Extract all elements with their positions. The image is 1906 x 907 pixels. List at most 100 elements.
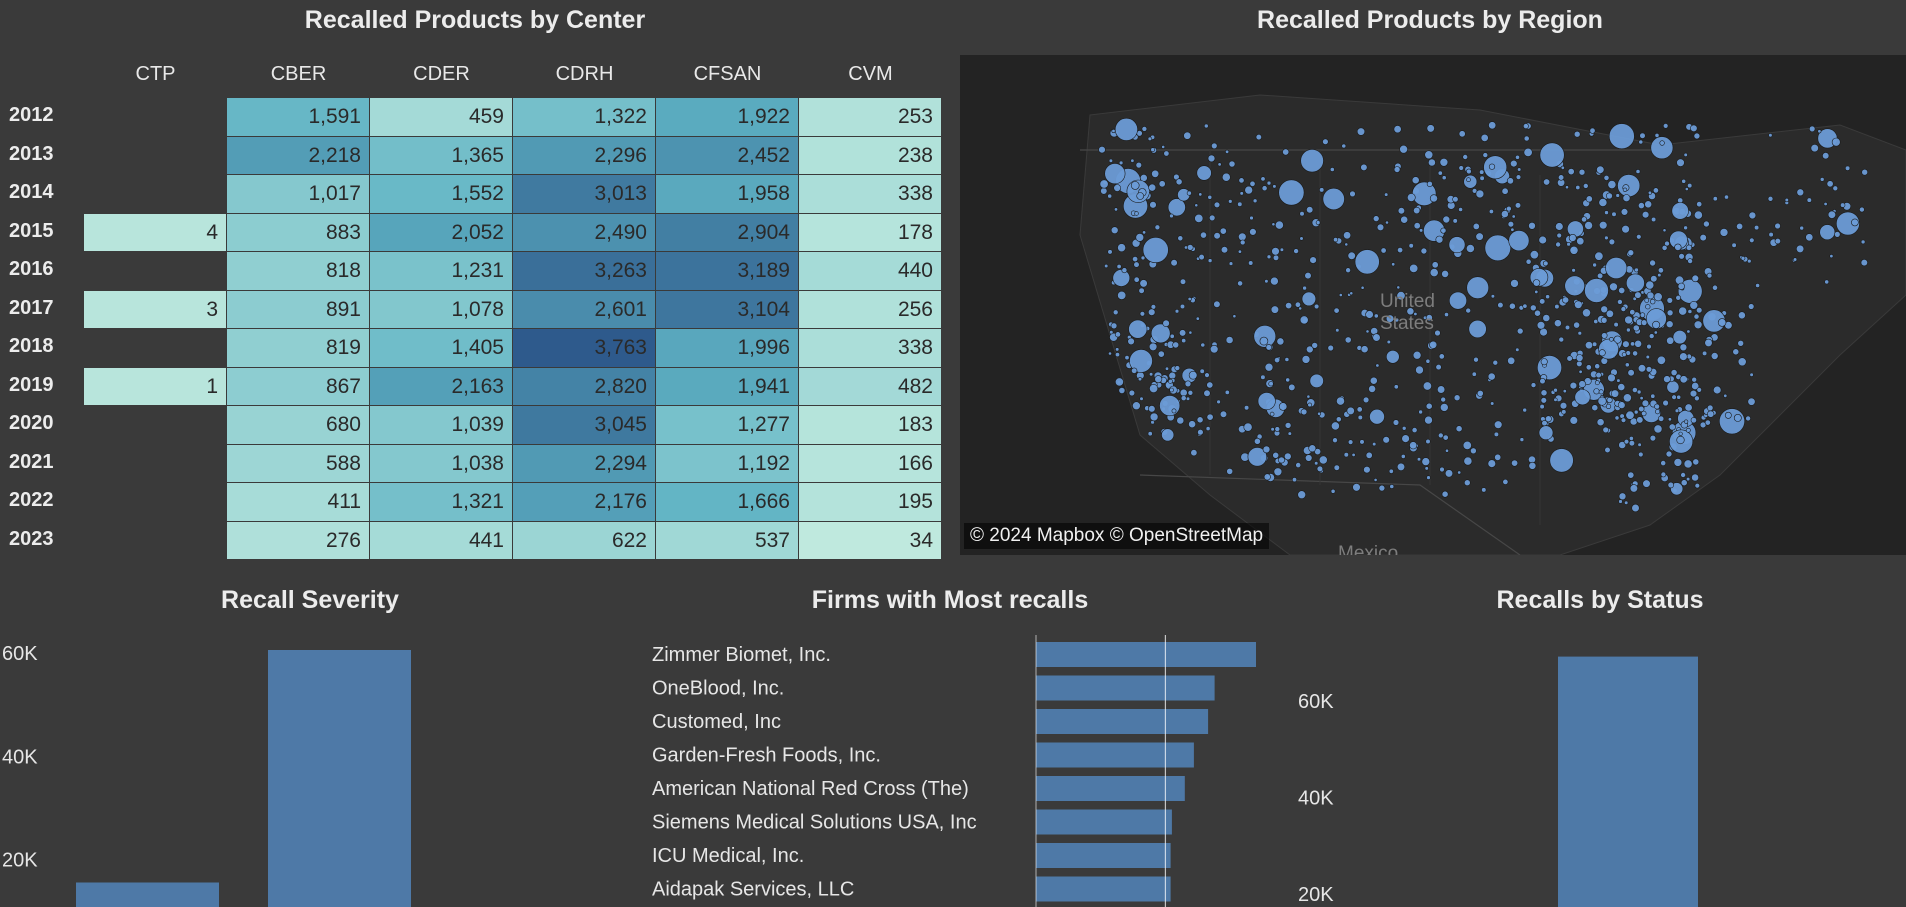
map-recall-dot[interactable] [1723,393,1728,398]
map-recall-dot[interactable] [1200,342,1206,348]
map-recall-dot[interactable] [1401,434,1410,443]
map-recall-dot[interactable] [1678,253,1685,260]
map-recall-dot[interactable] [1388,468,1394,474]
map-recall-dot[interactable] [1278,179,1305,206]
map-recall-dot[interactable] [1665,320,1674,329]
map-recall-dot[interactable] [1613,322,1619,328]
heat-cell[interactable]: 1,277 [656,406,798,444]
map-recall-dot[interactable] [1209,214,1216,222]
map-recall-dot[interactable] [1652,320,1661,329]
map-recall-dot[interactable] [1322,187,1345,211]
map-recall-dot[interactable] [1255,133,1262,141]
map-recall-dot[interactable] [1270,427,1275,432]
map-recall-dot[interactable] [1644,200,1653,209]
map-recall-dot[interactable] [1745,415,1751,422]
map-recall-dot[interactable] [1690,417,1697,424]
map-recall-dot[interactable] [1149,201,1157,209]
heat-cell[interactable]: 818 [227,252,369,290]
map-recall-dot[interactable] [1135,161,1143,169]
map-recall-dot[interactable] [1429,194,1438,203]
map-recall-dot[interactable] [1824,279,1830,285]
heat-cell[interactable]: 440 [799,252,941,290]
map-recall-dot[interactable] [1542,314,1551,322]
map-recall-dot[interactable] [1111,129,1116,134]
heat-cell[interactable]: 1,405 [370,329,512,367]
map-recall-dot[interactable] [1645,366,1653,373]
map-recall-dot[interactable] [1767,196,1774,202]
map-recall-dot[interactable] [1198,254,1205,261]
map-recall-dot[interactable] [1530,382,1537,388]
map-recall-dot[interactable] [1617,401,1626,409]
map-recall-dot[interactable] [1199,368,1205,374]
map-recall-dot[interactable] [1608,238,1616,246]
map-recall-dot[interactable] [1676,394,1682,400]
map-recall-dot[interactable] [1609,282,1618,292]
map-recall-dot[interactable] [1475,189,1485,199]
map-recall-dot[interactable] [1301,291,1317,307]
map-recall-dot[interactable] [1569,381,1578,390]
map-recall-dot[interactable] [1154,224,1161,231]
map-recall-dot[interactable] [1416,457,1422,462]
heat-cell[interactable]: 1 [84,367,226,405]
map-recall-dot[interactable] [1601,332,1608,339]
map-recall-dot[interactable] [1463,456,1473,466]
map-recall-dot[interactable] [1441,490,1449,498]
map-attribution[interactable]: © 2024 Mapbox © OpenStreetMap [964,523,1270,549]
map-recall-dot[interactable] [1501,187,1509,195]
map-recall-dot[interactable] [1511,459,1519,467]
map-recall-dot[interactable] [1861,168,1869,176]
map-recall-dot[interactable] [1539,378,1546,385]
map-recall-dot[interactable] [1665,450,1673,458]
map-recall-dot[interactable] [1357,414,1363,421]
map-recall-dot[interactable] [1607,373,1616,383]
map-recall-dot[interactable] [1819,224,1836,241]
map-recall-dot[interactable] [1624,362,1630,368]
map-recall-dot[interactable] [1675,295,1682,301]
map-recall-dot[interactable] [1667,417,1672,422]
map-recall-dot[interactable] [1558,336,1565,343]
map-recall-dot[interactable] [1466,168,1472,175]
map-recall-dot[interactable] [1344,242,1349,247]
map-recall-dot[interactable] [1664,240,1670,247]
map-recall-dot[interactable] [1098,145,1106,154]
map-recall-dot[interactable] [1540,389,1548,397]
map-recall-dot[interactable] [1560,165,1565,170]
map-recall-dot[interactable] [1293,248,1299,254]
map-recall-dot[interactable] [1696,201,1703,208]
map-recall-dot[interactable] [1188,330,1193,335]
map-recall-dot[interactable] [1264,279,1269,284]
map-recall-dot[interactable] [1409,263,1419,273]
map-recall-dot[interactable] [1365,310,1374,319]
heat-cell[interactable]: 1,038 [370,444,512,482]
heat-cell[interactable]: 441 [370,521,512,559]
map-recall-dot[interactable] [1452,218,1458,224]
map-recall-dot[interactable] [1507,356,1516,365]
map-recall-dot[interactable] [1717,318,1727,327]
heat-cell[interactable]: 1,666 [656,483,798,521]
map-recall-dot[interactable] [1668,423,1676,431]
map-recall-dot[interactable] [1662,123,1669,129]
firm-bar[interactable] [1036,776,1185,801]
map-recall-dot[interactable] [1301,355,1311,364]
map-recall-dot[interactable] [1649,259,1656,267]
map-recall-dot[interactable] [1330,421,1340,431]
map-recall-dot[interactable] [1440,396,1447,403]
map-recall-dot[interactable] [1425,402,1433,410]
map-recall-dot[interactable] [1706,272,1713,279]
map-recall-dot[interactable] [1327,344,1334,352]
map-recall-dot[interactable] [1300,148,1324,173]
map-recall-dot[interactable] [1354,249,1380,275]
map-recall-dot[interactable] [1645,304,1651,310]
map-recall-dot[interactable] [1351,452,1356,457]
map-recall-dot[interactable] [1179,329,1187,337]
map-recall-dot[interactable] [1249,228,1257,236]
map-recall-dot[interactable] [1638,405,1645,413]
map-recall-dot[interactable] [1213,232,1221,240]
map-recall-dot[interactable] [1302,285,1307,291]
map-recall-dot[interactable] [1158,180,1166,188]
map-recall-dot[interactable] [1736,222,1744,230]
map-recall-dot[interactable] [1597,396,1607,406]
map-recall-dot[interactable] [1678,306,1688,316]
map-recall-dot[interactable] [1274,426,1281,432]
map-recall-dot[interactable] [1356,406,1363,413]
